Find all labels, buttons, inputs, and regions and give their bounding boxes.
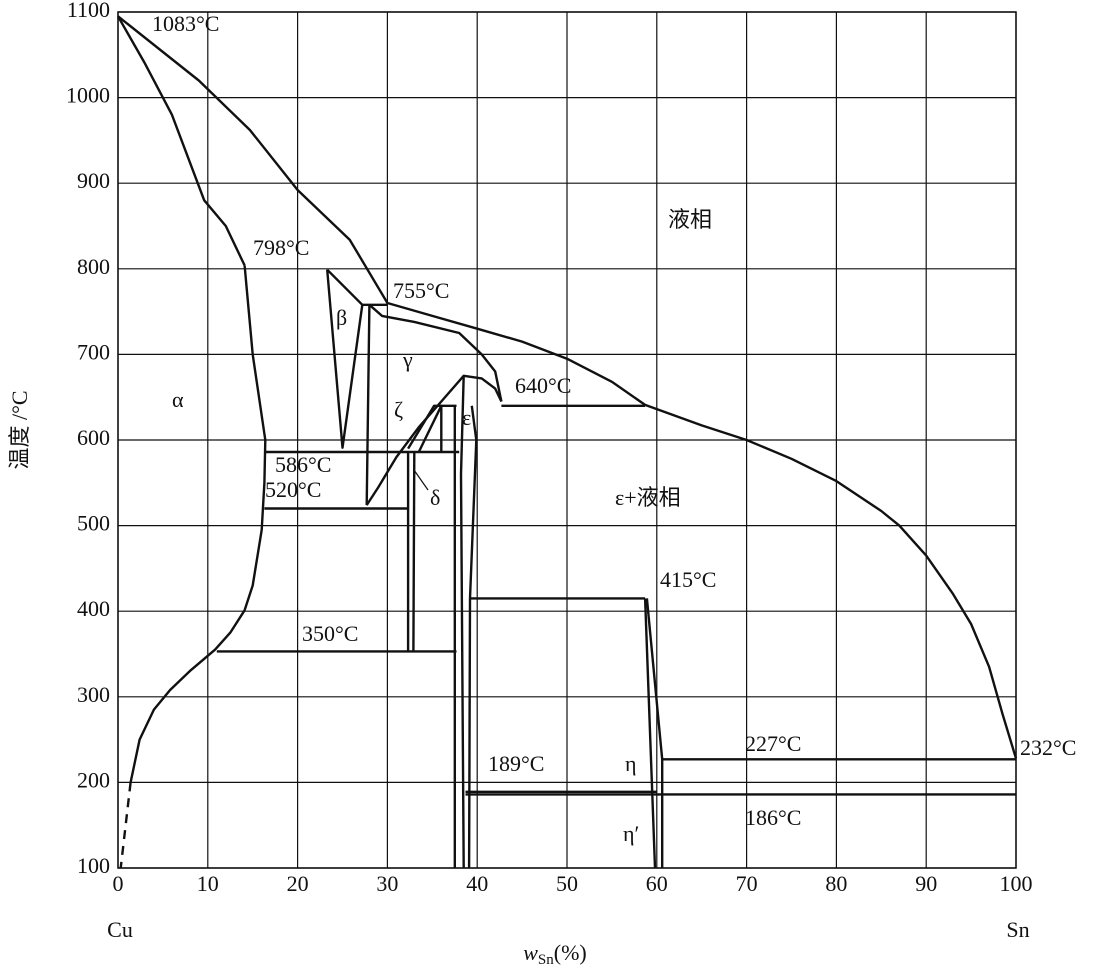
x-tick-label: 60 [646, 871, 668, 896]
phase-boundary [467, 405, 478, 869]
annotation: 640°C [515, 373, 571, 398]
x-tick-label: 50 [556, 871, 578, 896]
phase-boundary [129, 265, 267, 783]
x-tick-label: 40 [466, 871, 488, 896]
annotation: γ [402, 347, 413, 372]
annotation: 415°C [660, 567, 716, 592]
y-tick-label: 300 [77, 682, 110, 707]
phase-boundary [407, 404, 457, 450]
phase-boundary [412, 451, 416, 652]
phase-boundary [417, 404, 443, 453]
phase-boundary [326, 268, 364, 449]
phase-boundary [459, 375, 465, 869]
leader-line [413, 469, 429, 491]
phase-boundary [365, 304, 371, 506]
x-label-subscript: Sn [538, 952, 554, 968]
x-tick-label: 30 [376, 871, 398, 896]
x-end-label: Sn [1006, 917, 1029, 942]
annotation: 186°C [745, 805, 801, 830]
annotation: ζ [394, 397, 403, 422]
y-tick-label: 600 [77, 425, 110, 450]
x-tick-label: 0 [113, 871, 124, 896]
y-axis-label: 温度 /°C [7, 390, 32, 469]
annotation: 586°C [275, 452, 331, 477]
phase-boundary [117, 15, 1018, 759]
annotation: 1083°C [152, 11, 219, 36]
y-tick-label: 100 [77, 853, 110, 878]
phase-boundary [368, 303, 503, 402]
annotation: ε [462, 405, 471, 430]
x-tick-label: 90 [915, 871, 937, 896]
annotation: 755°C [393, 278, 449, 303]
annotation: 798°C [253, 235, 309, 260]
annotation: 520°C [265, 477, 321, 502]
y-tick-label: 400 [77, 596, 110, 621]
x-tick-label: 100 [1000, 871, 1033, 896]
annotation: 232°C [1020, 735, 1076, 760]
x-end-label: Cu [107, 917, 133, 942]
phase-boundary [365, 374, 503, 506]
annotation: β [336, 305, 347, 330]
annotation: 189°C [488, 751, 544, 776]
phase-boundary [116, 15, 246, 266]
x-tick-label: 70 [736, 871, 758, 896]
x-tick-label: 80 [825, 871, 847, 896]
annotation: 350°C [302, 621, 358, 646]
x-axis-label: wSn(%) [523, 940, 587, 968]
x-tick-label: 20 [287, 871, 309, 896]
y-tick-label: 200 [77, 767, 110, 792]
y-tick-label: 800 [77, 254, 110, 279]
y-tick-label: 1000 [66, 83, 110, 108]
annotation: η′ [623, 821, 639, 846]
annotation: 227°C [745, 731, 801, 756]
x-label-symbol: w [523, 940, 538, 965]
y-tick-label: 1100 [67, 0, 110, 22]
phase-boundary [643, 598, 657, 869]
annotation: ε+液相 [615, 485, 681, 510]
annotation: 液相 [668, 207, 712, 232]
annotation: η [625, 751, 637, 776]
y-tick-label: 900 [77, 168, 110, 193]
phase-boundary [119, 782, 132, 869]
x-label-unit: (%) [554, 940, 587, 965]
annotation: δ [430, 485, 440, 510]
x-tick-label: 10 [197, 871, 219, 896]
y-tick-label: 700 [77, 339, 110, 364]
annotation: α [172, 387, 184, 412]
y-tick-label: 500 [77, 511, 110, 536]
